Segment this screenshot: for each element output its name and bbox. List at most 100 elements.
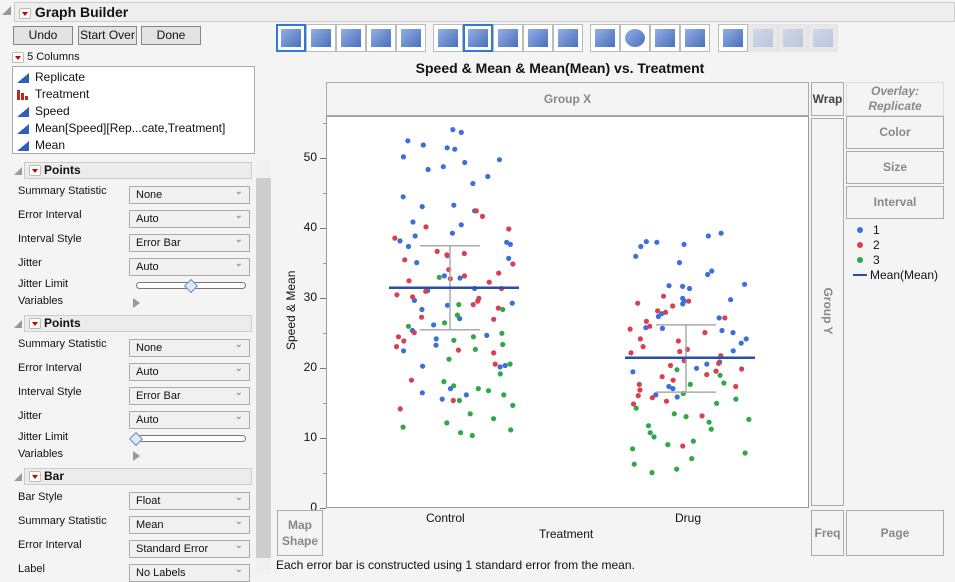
ellipse-element-icon[interactable]	[366, 24, 396, 52]
jitter-limit-label: Jitter Limit	[18, 431, 69, 443]
pie-element-icon[interactable]	[620, 24, 650, 52]
option-dropdown[interactable]: Mean	[129, 514, 250, 534]
option-dropdown[interactable]: Auto	[129, 208, 250, 228]
footnote: Each error bar is constructed using 1 st…	[276, 558, 635, 572]
area-element-icon[interactable]	[493, 24, 523, 52]
option-dropdown[interactable]: Error Bar	[129, 232, 250, 252]
panel-header-bar[interactable]: Bar	[24, 468, 252, 485]
mosaic-element-icon[interactable]	[680, 24, 710, 52]
option-dropdown[interactable]: None	[129, 184, 250, 204]
histogram-element-icon[interactable]	[553, 24, 583, 52]
legend-label: 2	[873, 237, 880, 252]
legend-dot-icon	[857, 241, 863, 248]
option-label: Error Interval	[18, 362, 82, 374]
option-dropdown[interactable]: Auto	[129, 256, 250, 276]
plot-area[interactable]	[326, 116, 809, 508]
column-item[interactable]: Mean	[13, 137, 254, 154]
column-item[interactable]: Speed	[13, 103, 254, 120]
panel-disclosure-icon[interactable]	[14, 320, 22, 328]
panel-header-points[interactable]: Points	[24, 315, 252, 332]
y-minor-tick	[323, 473, 326, 474]
option-label: Jitter	[18, 410, 42, 422]
y-tick-label: 20	[303, 360, 317, 374]
parallel-element-icon[interactable]	[808, 24, 838, 52]
bar-element-icon[interactable]	[463, 24, 493, 52]
column-name: Mean	[35, 138, 66, 152]
contour-element-icon[interactable]	[396, 24, 426, 52]
panel-disclosure-icon[interactable]	[14, 167, 22, 175]
group-x-zone[interactable]: Group X	[326, 82, 809, 116]
variables-label: Variables	[18, 295, 64, 307]
panel-scrollbar-thumb[interactable]	[256, 178, 271, 558]
heatmap-element-icon[interactable]	[590, 24, 620, 52]
caption-box-element-icon[interactable]	[718, 24, 748, 52]
done-button[interactable]: Done	[141, 26, 201, 45]
column-name: Speed	[35, 104, 70, 118]
y-tick	[320, 228, 326, 229]
red-triangle-menu-icon[interactable]	[19, 7, 31, 19]
columns-menu-icon[interactable]	[12, 51, 24, 63]
page-zone[interactable]: Page	[846, 510, 944, 556]
formula-element-icon[interactable]	[748, 24, 778, 52]
legend-dot-icon	[857, 226, 863, 233]
interval-zone[interactable]: Interval	[846, 186, 944, 219]
smoother-element-icon[interactable]	[306, 24, 336, 52]
y-tick-label: 10	[303, 430, 317, 444]
legend-item[interactable]: 2	[857, 237, 938, 252]
option-dropdown[interactable]: Float	[129, 490, 250, 510]
option-label: Summary Statistic	[18, 515, 107, 527]
y-tick	[320, 368, 326, 369]
option-dropdown[interactable]: Error Bar	[129, 385, 250, 405]
variables-expand-icon[interactable]	[133, 298, 140, 308]
y-tick	[320, 508, 326, 509]
panel-title: Points	[44, 316, 81, 330]
y-axis-label: Speed & Mean	[284, 270, 298, 350]
red-triangle-menu-icon[interactable]	[29, 165, 41, 177]
columns-count: 5 Columns	[27, 51, 80, 63]
option-label: Error Interval	[18, 209, 82, 221]
line-element-icon[interactable]	[433, 24, 463, 52]
size-zone[interactable]: Size	[846, 151, 944, 184]
map-shape-zone[interactable]: Map Shape	[277, 510, 323, 556]
y-tick-label: 30	[303, 290, 317, 304]
column-item[interactable]: Treatment	[13, 86, 254, 103]
y-tick	[320, 158, 326, 159]
undo-button[interactable]: Undo	[13, 26, 73, 45]
column-name: Replicate	[35, 70, 86, 84]
overlay-variable: Replicate	[868, 99, 922, 113]
legend-item[interactable]: Mean(Mean)	[853, 267, 939, 282]
option-dropdown[interactable]: None	[129, 337, 250, 357]
panel-header-points[interactable]: Points	[24, 162, 252, 179]
option-dropdown[interactable]: Standard Error	[129, 538, 250, 558]
start-over-button[interactable]: Start Over	[78, 26, 137, 45]
variables-expand-icon[interactable]	[133, 451, 140, 461]
line-of-fit-element-icon[interactable]	[336, 24, 366, 52]
color-zone[interactable]: Color	[846, 116, 944, 149]
panel-disclosure-icon[interactable]	[14, 473, 22, 481]
box-plot-element-icon[interactable]	[523, 24, 553, 52]
legend-item[interactable]: 1	[857, 222, 938, 237]
y-tick	[320, 438, 326, 439]
freq-zone[interactable]: Freq	[811, 510, 844, 556]
column-item[interactable]: Mean[Speed][Rep...cate,Treatment]	[13, 120, 254, 137]
legend-label: Mean(Mean)	[870, 267, 939, 282]
outline-disclosure-icon[interactable]	[2, 6, 11, 15]
treemap-element-icon[interactable]	[650, 24, 680, 52]
map-shapes-element-icon[interactable]	[778, 24, 808, 52]
legend-line-icon	[853, 273, 867, 276]
option-dropdown[interactable]: Auto	[129, 361, 250, 381]
y-minor-tick	[323, 193, 326, 194]
column-item[interactable]: Replicate	[13, 69, 254, 86]
scatter-plot	[389, 127, 755, 476]
points-element-icon[interactable]	[276, 24, 306, 52]
overlay-zone[interactable]: Overlay: Replicate	[846, 82, 944, 116]
wrap-zone[interactable]: Wrap	[811, 82, 844, 116]
red-triangle-menu-icon[interactable]	[29, 318, 41, 330]
group-y-zone[interactable]: Group Y	[811, 118, 844, 506]
legend-item[interactable]: 3	[857, 252, 938, 267]
jitter-limit-slider[interactable]	[136, 435, 246, 442]
y-minor-tick	[323, 123, 326, 124]
option-dropdown[interactable]: No Labels	[129, 562, 250, 582]
red-triangle-menu-icon[interactable]	[29, 471, 41, 483]
option-dropdown[interactable]: Auto	[129, 409, 250, 429]
